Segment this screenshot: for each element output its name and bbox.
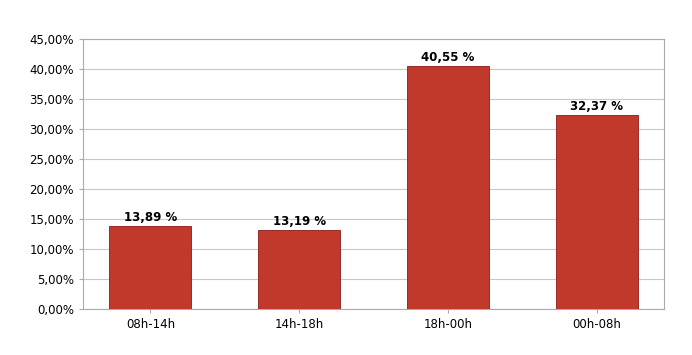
Text: 13,19 %: 13,19 % xyxy=(273,215,326,228)
Bar xyxy=(407,66,489,309)
Text: 40,55 %: 40,55 % xyxy=(421,51,475,64)
Bar xyxy=(556,115,638,309)
Bar xyxy=(258,230,340,309)
Text: 13,89 %: 13,89 % xyxy=(124,211,177,224)
Text: Figure 5 :: Figure 5 : xyxy=(7,7,59,17)
Text: 32,37 %: 32,37 % xyxy=(570,100,623,113)
Bar xyxy=(109,225,191,309)
